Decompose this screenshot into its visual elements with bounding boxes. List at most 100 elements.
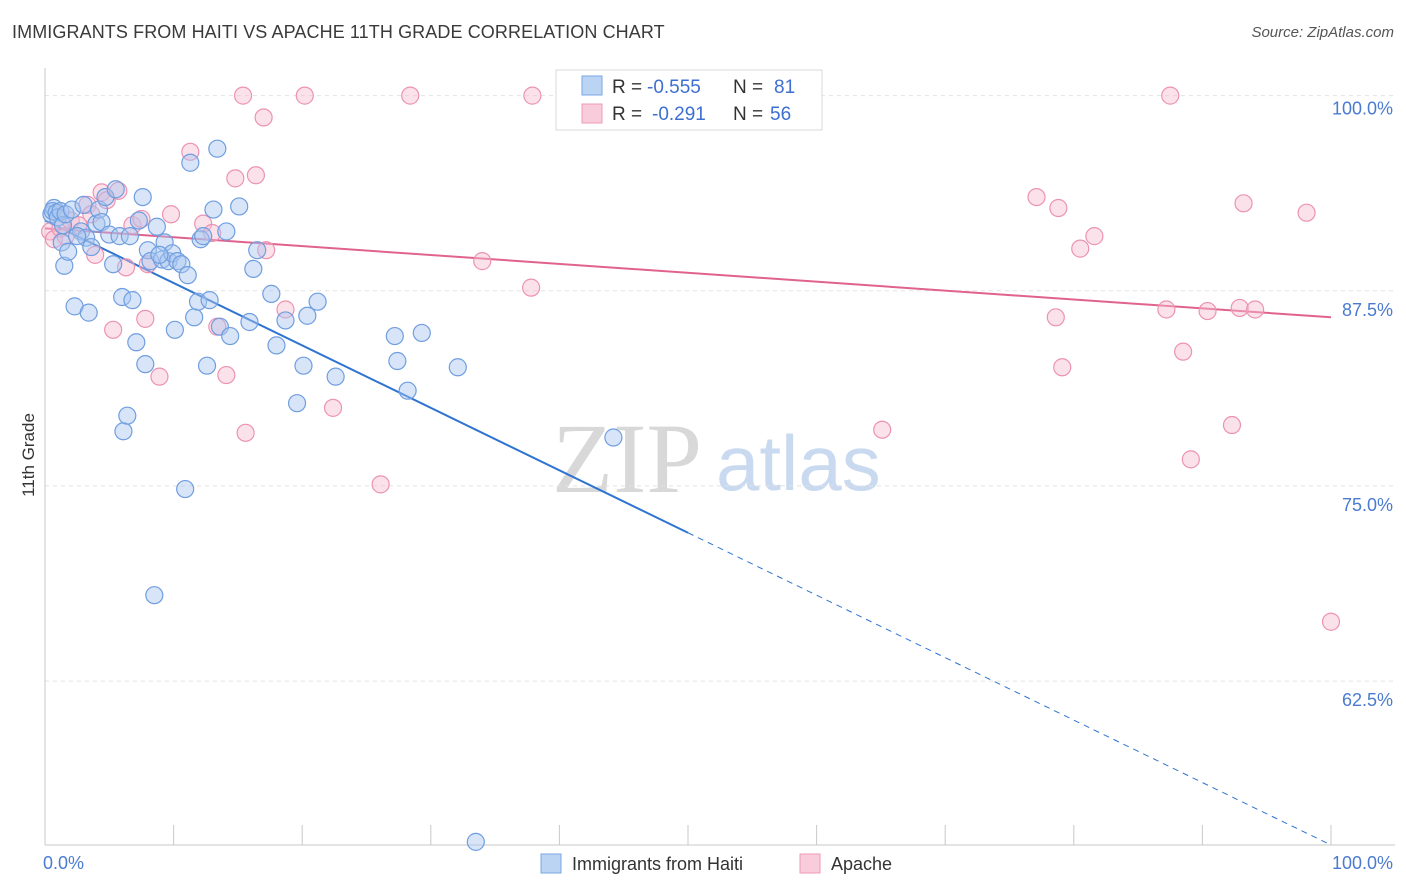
point-apache-19	[161, 205, 181, 224]
point-haiti-34	[136, 355, 155, 374]
y-tick-label-1: 75.0%	[1342, 495, 1393, 515]
point-haiti-45	[172, 255, 191, 274]
point-apache-25	[226, 169, 245, 188]
point-apache-38	[523, 86, 542, 105]
point-apache-47	[1161, 86, 1180, 105]
point-haiti-64	[262, 284, 281, 303]
point-apache-44	[1071, 239, 1090, 258]
point-haiti-60	[230, 197, 249, 216]
point-apache-36	[473, 252, 492, 271]
series-legend-label-haiti: Immigrants from Haiti	[572, 854, 743, 874]
series-legend-swatch-haiti	[540, 853, 562, 874]
point-apache-11	[104, 320, 123, 339]
point-haiti-63	[248, 241, 267, 260]
point-haiti-59	[221, 326, 240, 346]
point-apache-28	[246, 166, 266, 185]
point-haiti-54	[200, 291, 219, 310]
point-apache-29	[254, 108, 273, 127]
x-tick-label-0: 0.0%	[43, 853, 84, 873]
point-haiti-11	[62, 200, 82, 219]
point-apache-48	[1174, 342, 1193, 361]
point-haiti-68	[294, 356, 313, 375]
y-tick-label-2: 87.5%	[1342, 300, 1393, 320]
point-haiti-9	[59, 242, 78, 261]
point-apache-43	[1053, 358, 1072, 377]
point-apache-33	[323, 398, 343, 417]
point-haiti-65	[267, 336, 286, 355]
point-apache-24	[217, 365, 236, 385]
point-haiti-48	[181, 153, 200, 172]
chart-source: Source: ZipAtlas.com	[1251, 24, 1394, 41]
point-haiti-69	[298, 306, 317, 325]
point-haiti-75	[412, 323, 431, 343]
trend-lines	[44, 219, 1332, 846]
point-haiti-53	[197, 356, 217, 375]
point-haiti-76	[448, 358, 467, 377]
point-haiti-8	[55, 256, 74, 275]
trend-line-apache	[44, 227, 1332, 319]
point-haiti-24	[106, 180, 125, 199]
point-haiti-5	[51, 202, 70, 221]
point-apache-46	[1157, 300, 1176, 319]
point-haiti-43	[165, 320, 184, 339]
point-apache-52	[1230, 298, 1249, 318]
point-haiti-31	[127, 333, 146, 352]
series-legend-swatch-apache	[799, 853, 821, 874]
point-apache-54	[1246, 300, 1265, 319]
point-haiti-58	[217, 222, 236, 241]
watermark: ZIP atlas	[552, 403, 881, 514]
point-haiti-80	[150, 245, 169, 264]
point-haiti-28	[118, 406, 137, 425]
point-haiti-62	[244, 259, 263, 279]
point-haiti-70	[308, 292, 327, 311]
point-apache-39	[873, 420, 892, 439]
point-apache-34	[371, 475, 390, 494]
legend-n-label-pink: N =	[733, 104, 763, 125]
trend-line-haiti	[44, 219, 689, 534]
point-haiti-29	[120, 227, 139, 246]
point-haiti-47	[178, 266, 197, 285]
point-apache-26	[233, 86, 253, 105]
point-apache-50	[1198, 301, 1217, 321]
y-tick-label-3: 100.0%	[1332, 99, 1393, 119]
grid-lines	[45, 95, 1395, 682]
point-haiti-26	[113, 287, 132, 307]
point-haiti-67	[287, 394, 307, 413]
legend-r-value-blue: -0.555	[647, 77, 701, 98]
point-apache-37	[522, 278, 541, 297]
legend-r-label-blue: R =	[612, 77, 642, 98]
point-apache-56	[1321, 612, 1341, 631]
point-haiti-33	[133, 187, 152, 207]
y-tick-label-0: 62.5%	[1342, 690, 1393, 710]
point-apache-32	[295, 86, 314, 105]
point-haiti-73	[388, 351, 407, 371]
point-apache-42	[1049, 198, 1068, 218]
point-haiti-23	[104, 255, 123, 274]
legend-n-value-pink: 56	[770, 104, 791, 125]
point-apache-40	[1027, 187, 1046, 207]
point-apache-35	[401, 86, 420, 105]
trend-line-haiti-extrapolated	[687, 532, 1332, 846]
point-haiti-35	[138, 241, 157, 260]
point-apache-41	[1046, 308, 1065, 327]
point-haiti-50	[188, 292, 208, 311]
point-haiti-27	[114, 422, 133, 441]
point-apache-45	[1085, 227, 1104, 246]
y-axis-title: 11th Grade	[19, 413, 38, 497]
point-haiti-52	[194, 227, 213, 246]
watermark-zip: ZIP	[552, 403, 702, 514]
point-apache-18	[150, 367, 169, 386]
point-apache-51	[1222, 415, 1242, 435]
point-haiti-32	[129, 211, 148, 230]
point-haiti-71	[326, 367, 345, 386]
x-tick-label-1: 100.0%	[1332, 853, 1393, 873]
legend-r-value-pink: -0.291	[652, 104, 706, 125]
point-apache-16	[136, 309, 155, 328]
series-legend: Immigrants from Haiti Apache	[540, 853, 892, 874]
point-haiti-51	[191, 230, 210, 249]
point-haiti-16	[79, 303, 98, 322]
point-haiti-30	[123, 291, 142, 310]
point-haiti-78	[604, 428, 623, 447]
point-apache-27	[236, 423, 255, 442]
point-haiti-49	[185, 308, 204, 327]
